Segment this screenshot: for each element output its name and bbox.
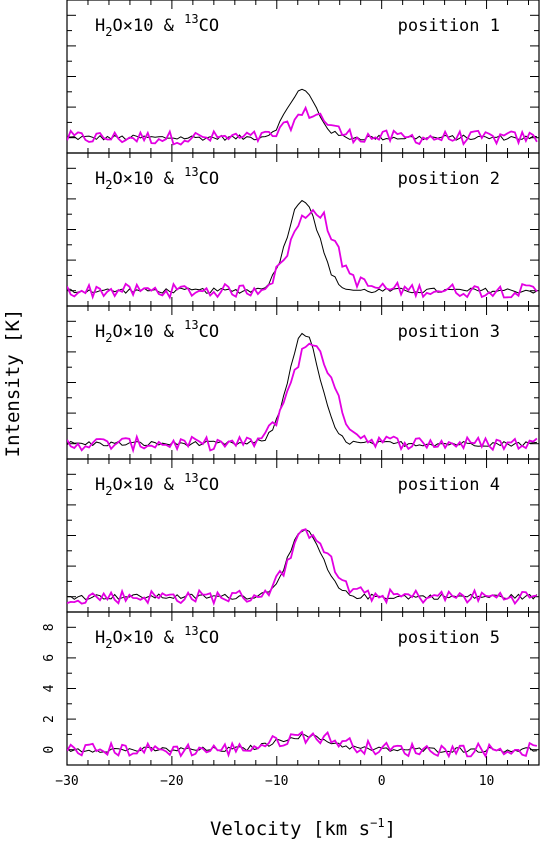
panel-position-label: position 1: [398, 16, 500, 36]
panel-ticks: [66, 305, 539, 460]
x-tick-label: 10: [479, 774, 495, 789]
label-prefix: H: [95, 169, 105, 189]
panel-species-label: H2O×10 & 13CO: [95, 12, 219, 39]
panel-curves: [67, 199, 538, 300]
label-middle: O×10 &: [112, 169, 184, 189]
panel-1: H2O×10 & 13CO position 1: [66, 0, 540, 154]
panel-curves: [67, 332, 538, 454]
label-suffix: CO: [199, 475, 219, 495]
label-middle: O×10 &: [112, 16, 184, 36]
label-superscript: 13: [184, 471, 198, 485]
panel-curves: [67, 528, 538, 607]
panel-position-label: position 3: [398, 322, 500, 342]
label-superscript: 13: [184, 318, 198, 332]
label-suffix: CO: [199, 628, 219, 648]
label-prefix: H: [95, 16, 105, 36]
y-tick-label: 0: [42, 746, 57, 754]
panel-curves: [67, 730, 538, 759]
label-middle: O×10 &: [112, 322, 184, 342]
y-axis-title: Intensity [K]: [2, 309, 24, 458]
label-subscript: 2: [105, 484, 112, 498]
x-tick-labels: −30 −20 −10 0 10: [55, 774, 494, 789]
x-tick-label: −20: [160, 774, 183, 789]
label-superscript: 13: [184, 12, 198, 26]
label-prefix: H: [95, 475, 105, 495]
label-middle: O×10 &: [112, 628, 184, 648]
label-prefix: H: [95, 322, 105, 342]
y-tick-label: 6: [42, 654, 57, 662]
panel-ticks: [66, 152, 539, 307]
panel-position-label: position 5: [398, 628, 500, 648]
panel-species-label: H2O×10 & 13CO: [95, 165, 219, 192]
label-suffix: CO: [199, 169, 219, 189]
panel-ticks: [66, 611, 539, 766]
h2o-spectrum-line: [67, 342, 538, 454]
label-middle: O×10 &: [112, 475, 184, 495]
label-subscript: 2: [105, 331, 112, 345]
panel-3: H2O×10 & 13CO position 3: [66, 305, 540, 460]
label-suffix: CO: [199, 322, 219, 342]
panel-ticks: [66, 458, 539, 613]
co13-spectrum-line: [67, 529, 538, 600]
label-superscript: 13: [184, 624, 198, 638]
y-tick-label: 2: [42, 715, 57, 723]
label-superscript: 13: [184, 165, 198, 179]
panel-curves: [67, 88, 538, 147]
x-axis-title-superscript: −1: [370, 816, 384, 830]
label-subscript: 2: [105, 178, 112, 192]
x-axis-title-main: Velocity [km s: [210, 818, 370, 840]
panel-4: H2O×10 & 13CO position 4: [66, 458, 540, 613]
label-subscript: 2: [105, 637, 112, 651]
label-prefix: H: [95, 628, 105, 648]
label-suffix: CO: [199, 16, 219, 36]
panel-position-label: position 2: [398, 169, 500, 189]
panel-position-label: position 4: [398, 475, 500, 495]
panel-species-label: H2O×10 & 13CO: [95, 471, 219, 498]
h2o-spectrum-line: [67, 208, 538, 300]
y-tick-label: 8: [42, 623, 57, 631]
y-tick-label: 4: [42, 684, 57, 692]
h2o-spectrum-line: [67, 528, 538, 607]
x-axis-title: Velocity [km s−1]: [210, 816, 396, 840]
x-tick-label: −30: [55, 774, 78, 789]
x-tick-label: 0: [378, 774, 386, 789]
co13-spectrum-line: [67, 733, 537, 753]
label-subscript: 2: [105, 25, 112, 39]
h2o-spectrum-line: [67, 730, 538, 759]
panel-species-label: H2O×10 & 13CO: [95, 318, 219, 345]
x-axis-title-close: ]: [385, 818, 396, 840]
panel-2: H2O×10 & 13CO position 2: [66, 152, 540, 307]
panel-species-label: H2O×10 & 13CO: [95, 624, 219, 651]
x-tick-label: −10: [265, 774, 288, 789]
h2o-spectrum-line: [67, 105, 538, 147]
